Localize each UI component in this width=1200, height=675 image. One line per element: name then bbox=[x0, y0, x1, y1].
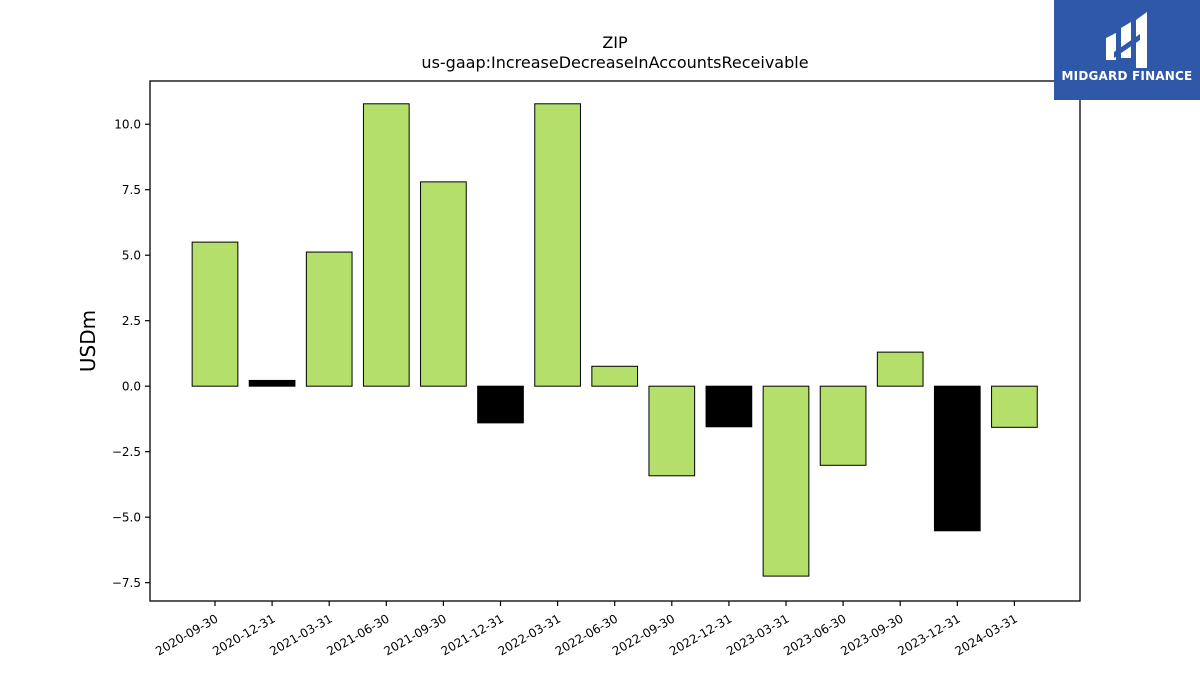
x-tick-label: 2023-06-30 bbox=[781, 611, 848, 658]
bar-2020-09-30 bbox=[191, 241, 239, 387]
bar-2023-06-30 bbox=[819, 385, 867, 466]
bar-2021-06-30 bbox=[362, 103, 410, 387]
bar-2024-03-31 bbox=[991, 385, 1038, 428]
y-tick-label: 7.5 bbox=[122, 183, 141, 197]
x-tick-label: 2020-12-31 bbox=[210, 611, 277, 658]
bar-2021-12-31 bbox=[477, 385, 524, 424]
logo-mark-icon bbox=[1106, 12, 1147, 68]
y-tick-label: 10.0 bbox=[114, 118, 141, 132]
bar-2023-09-30 bbox=[876, 351, 924, 387]
x-tick-label: 2021-06-30 bbox=[324, 611, 391, 658]
x-tick-label: 2023-12-31 bbox=[895, 611, 962, 658]
bar-2023-12-31 bbox=[933, 385, 981, 532]
bar-2022-09-30 bbox=[648, 385, 696, 477]
bar-2023-03-31 bbox=[762, 385, 810, 577]
bar-2022-12-31 bbox=[705, 385, 753, 428]
bar-2022-03-31 bbox=[534, 103, 581, 387]
logo-text: MIDGARD FINANCE bbox=[1061, 69, 1193, 83]
chart-title: ZIP bbox=[602, 33, 628, 52]
y-tick-label: −7.5 bbox=[112, 576, 141, 590]
bar-2021-09-30 bbox=[420, 181, 467, 387]
x-tick-label: 2021-09-30 bbox=[381, 611, 448, 658]
y-tick-label: 0.0 bbox=[122, 380, 141, 394]
bar-2021-03-31 bbox=[305, 251, 353, 387]
x-tick-label: 2023-03-31 bbox=[724, 611, 791, 658]
y-tick-label: −2.5 bbox=[112, 445, 141, 459]
x-tick-label: 2022-06-30 bbox=[553, 611, 620, 658]
x-tick-label: 2021-12-31 bbox=[439, 611, 506, 658]
y-tick-label: 2.5 bbox=[122, 314, 141, 328]
x-tick-label: 2020-09-30 bbox=[153, 611, 220, 658]
x-tick-label: 2022-12-31 bbox=[667, 611, 734, 658]
chart-subtitle: us-gaap:IncreaseDecreaseInAccountsReceiv… bbox=[421, 53, 808, 72]
bar-2022-06-30 bbox=[591, 365, 639, 387]
x-tick-label: 2023-09-30 bbox=[838, 611, 905, 658]
brand-logo: MIDGARD FINANCE bbox=[1054, 0, 1200, 100]
bar-2020-12-31 bbox=[248, 379, 296, 387]
x-tick-label: 2022-09-30 bbox=[610, 611, 677, 658]
x-tick-label: 2021-03-31 bbox=[267, 611, 334, 658]
y-tick-label: 5.0 bbox=[122, 249, 141, 263]
y-tick-label: −5.0 bbox=[112, 511, 141, 525]
x-tick-label: 2024-03-31 bbox=[952, 611, 1019, 658]
x-tick-label: 2022-03-31 bbox=[496, 611, 563, 658]
y-axis-label: USDm bbox=[76, 310, 100, 372]
